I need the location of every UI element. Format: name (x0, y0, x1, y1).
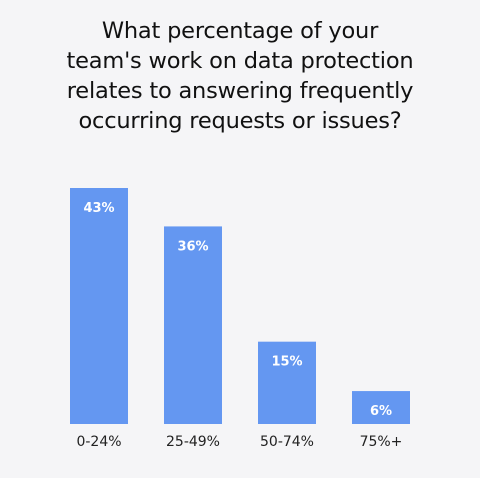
bar-0-24% (70, 188, 128, 424)
bar-75%+ (352, 391, 410, 424)
chart-title-line-3: relates to answering frequently (66, 78, 414, 104)
bar-25-49% (164, 226, 222, 424)
value-label-75%+: 6% (370, 404, 392, 419)
value-label-50-74%: 15% (271, 355, 302, 370)
chart-title: What percentage of your team's work on d… (20, 16, 460, 136)
bar-50-74% (258, 341, 316, 424)
value-label-0-24%: 43% (83, 201, 114, 216)
category-label-75%+: 75%+ (360, 434, 403, 450)
chart-title-line-4: occurring requests or issues? (78, 108, 402, 134)
category-label-50-74%: 50-74% (260, 434, 314, 450)
category-label-25-49%: 25-49% (166, 434, 220, 450)
chart-title-line-2: team's work on data protection (66, 48, 414, 74)
category-label-0-24%: 0-24% (76, 434, 121, 450)
value-label-25-49%: 36% (177, 239, 208, 254)
chart-title-line-1: What percentage of your (101, 18, 379, 44)
